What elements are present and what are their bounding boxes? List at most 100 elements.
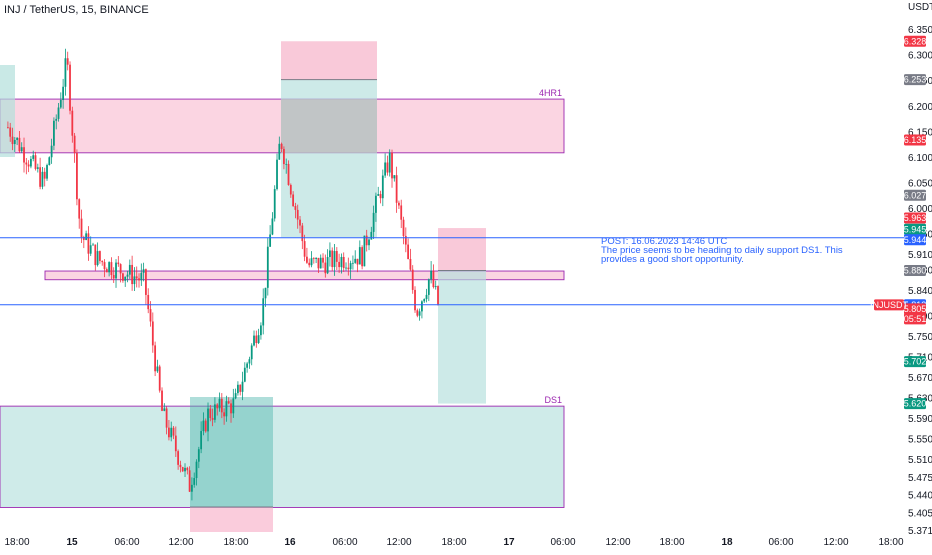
candle-body: [112, 274, 115, 279]
candle-body: [27, 164, 30, 167]
price-tick-label: 6.150: [908, 127, 932, 138]
price-badge: [904, 313, 926, 325]
symbol-badge-label: INJUSDT: [870, 300, 909, 310]
candle-body: [20, 147, 23, 152]
price-badge: [904, 223, 926, 235]
candle-body: [283, 148, 285, 165]
time-tick-label: 06:00: [114, 537, 139, 548]
price-badge-label: 5.945: [904, 224, 927, 234]
price-badge: [904, 74, 926, 86]
zone-ds1[interactable]: [0, 405, 565, 508]
candle-body: [398, 202, 400, 206]
candle-body: [186, 467, 189, 471]
candle-body: [23, 147, 25, 163]
candle-body: [142, 269, 145, 273]
candle-body: [312, 258, 315, 260]
zone-label-ds1: DS1: [544, 395, 562, 405]
candle-body: [122, 273, 124, 281]
short-position-1-overlap: [281, 99, 377, 153]
candle-body: [432, 270, 435, 288]
left-position-edge: [0, 65, 15, 157]
candle-body: [200, 431, 203, 450]
price-badge-label: 6.253: [904, 75, 927, 85]
candle-body: [214, 404, 216, 420]
candle-body: [188, 470, 191, 492]
candle-body: [326, 257, 329, 274]
candle-body: [124, 276, 127, 281]
candle-body: [66, 58, 69, 65]
price-tick-label: 5.550: [908, 434, 932, 445]
price-tick-label: 5.590: [908, 414, 932, 425]
candle-body: [260, 325, 262, 336]
symbol-badge: [874, 299, 904, 311]
candle-body: [416, 310, 419, 316]
candle-body: [358, 247, 361, 265]
candle-body: [119, 264, 122, 274]
candle-body: [299, 219, 301, 226]
candle-body: [181, 467, 184, 472]
candle-body: [349, 263, 352, 270]
candle-body: [53, 120, 55, 146]
candle-body: [191, 484, 193, 492]
candle-body: [241, 381, 244, 392]
candle-body: [101, 260, 104, 263]
candle-body: [340, 256, 343, 268]
candle-body: [423, 299, 426, 302]
time-tick-label: 06:00: [768, 537, 793, 548]
candle-body: [82, 237, 85, 240]
candle-body: [154, 345, 157, 372]
candle-body: [147, 294, 150, 310]
price-badge-label: 6.027: [904, 190, 927, 200]
candle-body: [324, 262, 327, 274]
candle-body: [59, 99, 62, 108]
candle-body: [16, 137, 19, 140]
price-tick-label: 6.100: [908, 153, 932, 164]
horizontal-lines-layer: [0, 237, 904, 306]
price-tick-label: 5.475: [908, 473, 932, 484]
candle-body: [48, 157, 51, 166]
candle-body: [384, 162, 387, 176]
candle-body: [427, 279, 430, 295]
candle-body: [430, 270, 433, 280]
short-position-2-profit[interactable]: [438, 270, 486, 404]
price-tick-label: 6.300: [908, 51, 932, 62]
candle-body: [117, 262, 120, 265]
candle-body: [13, 139, 16, 145]
candle-body: [409, 258, 412, 270]
candle-body: [43, 171, 46, 179]
candle-body: [329, 250, 331, 258]
candle-body: [365, 235, 368, 246]
candle-body: [103, 262, 106, 270]
candle-body: [78, 199, 81, 219]
candle-body: [411, 269, 414, 290]
candle-body: [289, 184, 292, 195]
candle-body: [227, 401, 230, 404]
candle-body: [133, 276, 136, 285]
price-tick-label: 5.440: [908, 491, 932, 502]
candle-body: [361, 247, 364, 267]
candle-body: [151, 321, 154, 346]
time-axis[interactable]: 18:00 15 06:00 12:00 18:00 16 06:00 12:00 18:00 1…: [4, 537, 903, 548]
candle-body: [156, 366, 159, 372]
candle-body: [356, 258, 359, 265]
price-tick-label: 5.910: [908, 250, 932, 261]
candle-body: [138, 278, 140, 281]
zone-mid[interactable]: [44, 270, 565, 281]
zone-label-4hr1: 4HR1: [539, 88, 562, 98]
time-tick-label: 06:00: [332, 537, 357, 548]
short-position-2-stop[interactable]: [438, 228, 486, 271]
candle-body: [437, 286, 439, 305]
candle-body: [80, 218, 83, 238]
candle-body: [62, 86, 65, 100]
long-position-stop[interactable]: [190, 507, 273, 532]
candle-body: [303, 241, 306, 257]
price-badge-label: 5.963: [904, 213, 927, 223]
candle-body: [294, 206, 297, 210]
candle-body: [393, 175, 396, 179]
short-position-1-stop[interactable]: [281, 41, 377, 80]
candle-body: [223, 412, 226, 417]
long-position-profit[interactable]: [190, 397, 273, 507]
